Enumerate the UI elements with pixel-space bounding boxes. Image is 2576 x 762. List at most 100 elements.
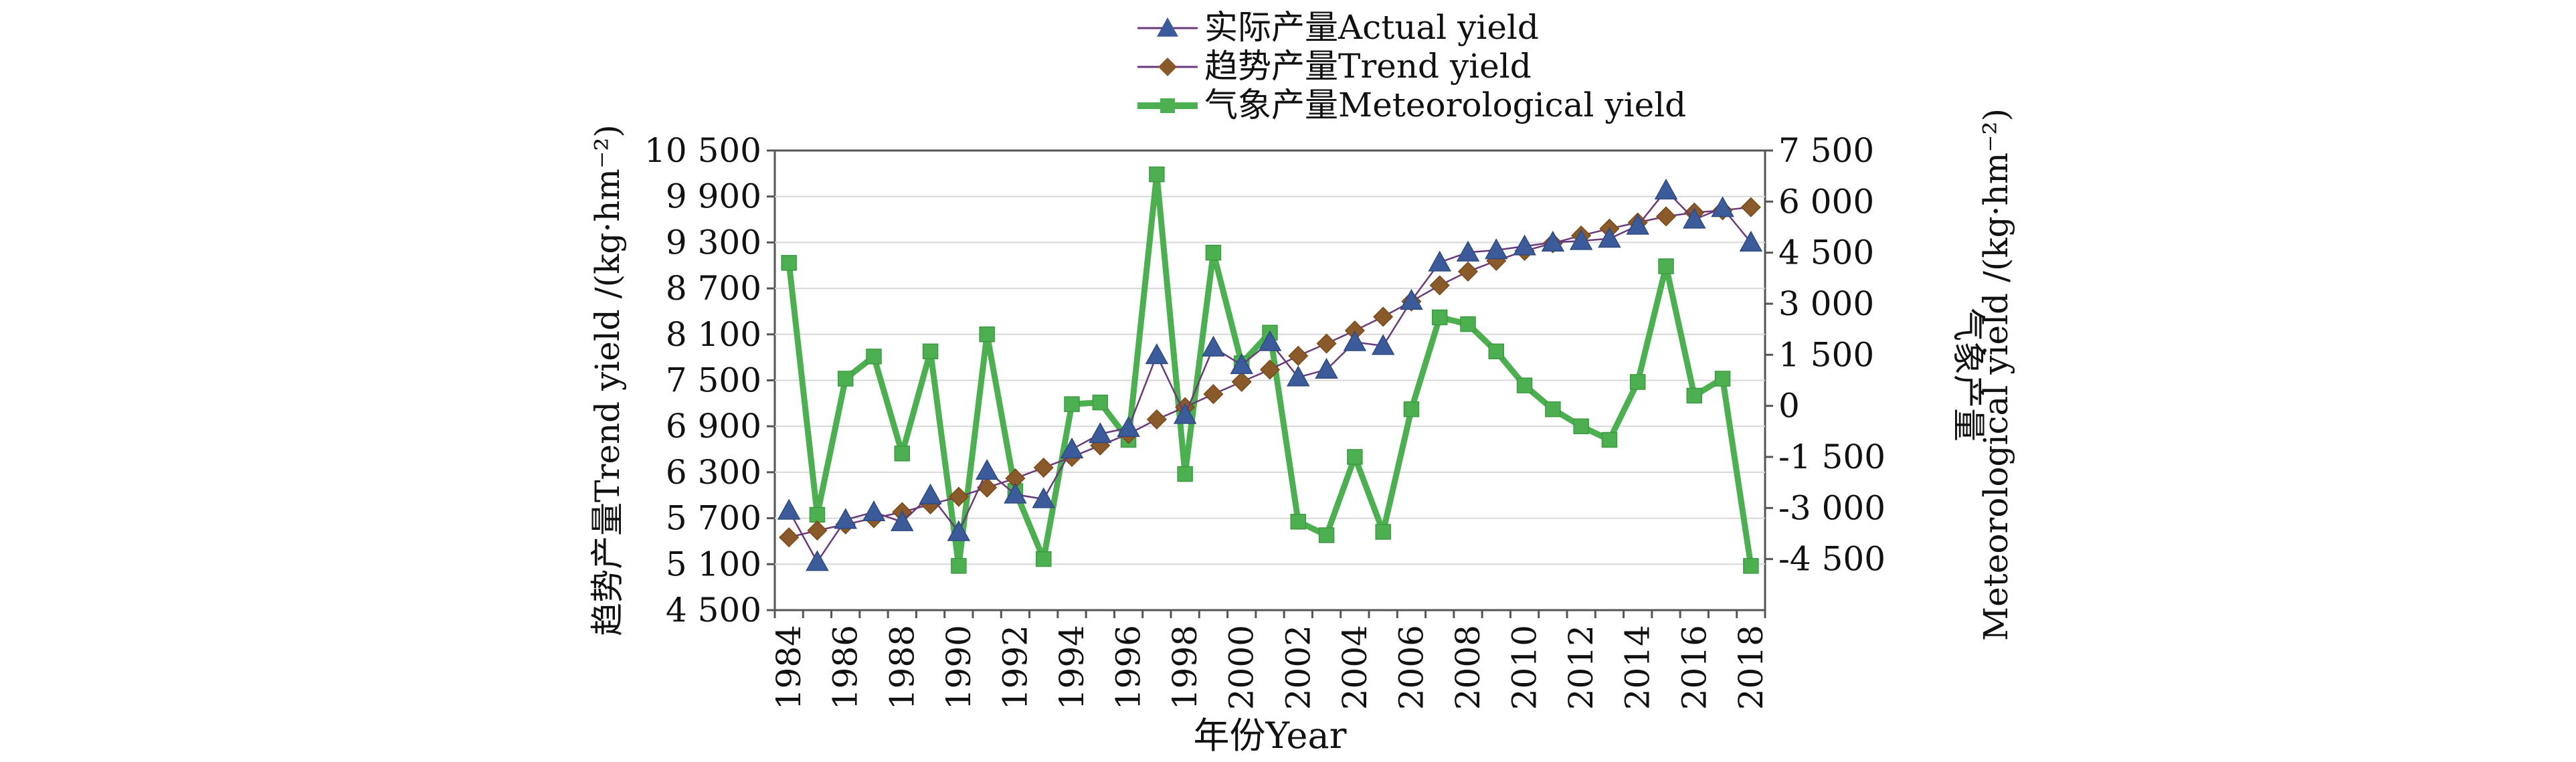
legend-item-meteorological: 气象产量Meteorological yield: [1137, 86, 1686, 124]
data-point-meteorological: [951, 558, 967, 574]
data-point-trend: [977, 477, 998, 498]
data-point-actual: [1202, 335, 1225, 357]
y-left-tick-label: 9 900: [666, 177, 761, 216]
y-axis-left: 4 500 5 100 5 700 6 300 6 900 7 500 8 100 8 700…: [644, 131, 775, 630]
data-point-actual: [1541, 230, 1565, 252]
data-point-actual: [1173, 403, 1197, 424]
data-point-meteorological: [922, 343, 939, 359]
y-right-tick-label: 7 500: [1778, 131, 1874, 170]
y-right-tick-label: 6 000: [1778, 182, 1874, 221]
data-point-meteorological: [1403, 401, 1420, 417]
x-tick-label: 2014: [1619, 625, 1657, 710]
y-left-tick-label: 6 300: [666, 453, 761, 492]
y-right-tick-label: 3 000: [1778, 284, 1874, 323]
data-point-meteorological: [1035, 551, 1052, 567]
y-left-tick-label: 8 700: [666, 269, 761, 308]
y-right-tick-label: -3 000: [1778, 488, 1885, 527]
y-axis-right: -4 500 -3 000 -1 500 0 1 500 3 000 4 500 6 000 7…: [1765, 131, 1885, 579]
data-point-meteorological: [809, 506, 826, 523]
data-point-actual: [1343, 330, 1367, 351]
legend-item-trend: 趋势产量Trend yield: [1137, 47, 1532, 86]
legend-label-actual: 实际产量Actual yield: [1204, 8, 1539, 47]
data-point-actual: [1683, 207, 1706, 229]
data-point-actual: [806, 550, 829, 571]
data-point-meteorological: [1686, 387, 1703, 404]
x-tick-label: 1998: [1166, 625, 1204, 710]
data-point-meteorological: [1177, 466, 1193, 482]
data-point-meteorological: [837, 371, 854, 387]
data-point-meteorological: [1516, 377, 1533, 393]
data-point-trend: [1259, 359, 1281, 380]
data-point-meteorological: [1318, 527, 1335, 543]
data-point-actual: [1739, 230, 1763, 252]
x-tick-label: 2010: [1505, 625, 1544, 710]
data-point-actual: [1032, 487, 1055, 508]
data-point-trend: [948, 486, 969, 507]
data-point-trend: [1373, 306, 1394, 327]
x-tick-label: 2016: [1675, 625, 1714, 710]
x-tick-label: 2004: [1336, 625, 1374, 710]
x-axis-title: 年份Year: [1194, 715, 1347, 757]
data-point-trend: [1655, 206, 1677, 227]
data-point-meteorological: [1064, 396, 1080, 412]
y-right-tick-label: -1 500: [1778, 438, 1885, 476]
data-point-actual: [947, 520, 971, 541]
data-point-actual: [891, 510, 914, 531]
x-tick-label: 1996: [1109, 625, 1148, 710]
y-right-tick-label: 1 500: [1778, 335, 1874, 374]
x-tick-label: 2008: [1449, 625, 1487, 710]
y-right-tick-label: 0: [1778, 387, 1800, 425]
data-point-meteorological: [1290, 513, 1307, 530]
data-point-meteorological: [1743, 558, 1759, 574]
data-point-actual: [1569, 229, 1593, 250]
data-point-actual: [834, 508, 857, 529]
data-point-actual: [1626, 213, 1649, 235]
data-point-trend: [1288, 345, 1309, 366]
x-tick-label: 1984: [769, 625, 808, 710]
y-left-tick-label: 9 300: [666, 223, 761, 262]
y-axis-right-title-en: Meteorological yield /(kg·hm⁻²): [1976, 108, 2015, 641]
x-tick-label: 2018: [1732, 625, 1770, 710]
x-tick-label: 2002: [1279, 625, 1317, 710]
data-point-trend: [1457, 261, 1479, 282]
data-point-actual: [1485, 238, 1508, 260]
data-point-meteorological: [866, 349, 882, 365]
y-left-tick-label: 10 500: [644, 131, 761, 170]
legend-label-trend: 趋势产量Trend yield: [1204, 47, 1532, 86]
data-point-actual: [919, 483, 942, 504]
y-right-tick-label: -4 500: [1778, 540, 1885, 579]
data-point-actual: [1711, 196, 1734, 217]
data-point-trend: [1429, 275, 1450, 296]
data-point-trend: [1203, 384, 1224, 405]
x-tick-label: 1986: [826, 625, 865, 710]
data-point-actual: [1230, 353, 1253, 375]
legend-item-actual: 实际产量Actual yield: [1137, 8, 1539, 47]
data-point-actual: [777, 498, 801, 520]
data-point-meteorological: [1545, 401, 1561, 417]
series-layer: [777, 166, 1763, 574]
x-tick-label: 2012: [1562, 625, 1600, 710]
y-left-tick-label: 7 500: [666, 361, 761, 400]
series-actual: [777, 178, 1763, 571]
legend-marker-trend: [1158, 58, 1177, 76]
data-point-actual: [1089, 422, 1112, 444]
data-point-meteorological: [1092, 394, 1109, 411]
y-left-tick-label: 8 100: [666, 315, 761, 354]
data-point-actual: [1513, 234, 1536, 256]
x-tick-label: 2006: [1392, 625, 1431, 710]
data-point-meteorological: [1205, 244, 1222, 261]
y-left-tick-label: 6 900: [666, 407, 761, 446]
data-point-meteorological: [1714, 371, 1731, 387]
data-point-meteorological: [1658, 258, 1674, 274]
data-point-meteorological: [781, 255, 797, 271]
data-point-actual: [975, 459, 999, 480]
data-point-meteorological: [1460, 316, 1476, 332]
data-point-actual: [1258, 330, 1282, 351]
data-point-meteorological: [1629, 374, 1646, 390]
legend-marker-meteorological: [1160, 98, 1175, 113]
data-point-actual: [1117, 415, 1140, 438]
data-point-meteorological: [1149, 166, 1165, 183]
data-point-actual: [1315, 357, 1338, 379]
data-point-actual: [1145, 343, 1169, 365]
